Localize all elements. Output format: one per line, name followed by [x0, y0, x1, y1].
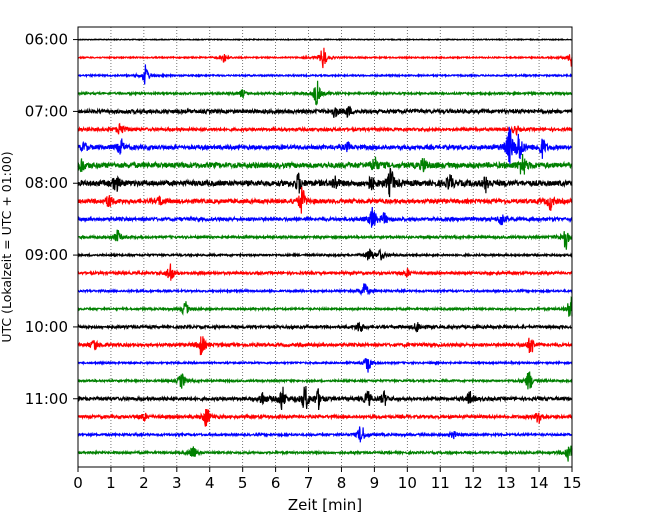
seismogram-trace [77, 229, 573, 250]
x-tick-label: 10 [398, 474, 417, 492]
plot-frame [77, 26, 573, 468]
y-axis-ticks: 06:00 07:00 08:00 09:00 10:00 11:00 [25, 31, 78, 408]
seismogram-trace [77, 167, 573, 198]
x-tick-label: 9 [370, 474, 380, 492]
y-tick-label: 10:00 [25, 318, 68, 336]
seismogram-trace [77, 153, 573, 175]
x-tick-label: 6 [271, 474, 281, 492]
x-tick-label: 8 [337, 474, 347, 492]
seismogram-trace [77, 321, 573, 333]
seismogram-trace [77, 186, 573, 214]
seismogram-trace [77, 336, 573, 356]
y-tick-label: 07:00 [25, 102, 68, 120]
x-axis-label: Zeit [min] [288, 496, 362, 514]
x-tick-label: 0 [73, 474, 83, 492]
y-tick-label: 08:00 [25, 174, 68, 192]
seismogram-trace [77, 371, 573, 390]
seismogram-trace [77, 283, 573, 297]
seismogram-traces [77, 37, 573, 462]
seismogram-trace [77, 37, 572, 42]
x-tick-label: 5 [238, 474, 248, 492]
x-tick-label: 4 [205, 474, 215, 492]
seismogram-trace [77, 206, 573, 228]
seismogram-trace [77, 248, 573, 261]
x-tick-label: 13 [497, 474, 516, 492]
x-tick-label: 11 [431, 474, 450, 492]
seismogram-trace [77, 126, 573, 165]
seismogram-trace [77, 263, 573, 281]
seismogram-trace [77, 385, 573, 411]
x-tick-label: 1 [106, 474, 116, 492]
x-tick-label: 12 [464, 474, 483, 492]
y-tick-label: 11:00 [25, 390, 68, 408]
seismogram-trace [77, 105, 573, 118]
seismogram-trace [77, 358, 573, 373]
x-tick-label: 14 [530, 474, 549, 492]
seismogram-trace [77, 296, 573, 317]
seismogram-trace [77, 64, 573, 85]
x-tick-label: 7 [304, 474, 314, 492]
x-tick-label: 2 [139, 474, 149, 492]
seismogram-trace [77, 122, 573, 137]
y-tick-label: 06:00 [25, 31, 68, 49]
x-axis-ticks: 0 1 2 3 4 5 6 7 8 9 10 11 12 13 14 15 [73, 467, 582, 492]
seismogram-trace [77, 47, 573, 69]
y-tick-label: 09:00 [25, 246, 68, 264]
seismogram-trace [77, 426, 573, 443]
seismogram-trace [77, 408, 573, 427]
seismogram-trace [77, 80, 573, 106]
x-tick-label: 15 [562, 474, 581, 492]
seismogram-trace [77, 445, 573, 462]
grid-lines [110, 27, 540, 467]
y-axis-label: UTC (Lokalzeit = UTC + 01:00) [0, 151, 14, 342]
x-tick-label: 3 [172, 474, 182, 492]
